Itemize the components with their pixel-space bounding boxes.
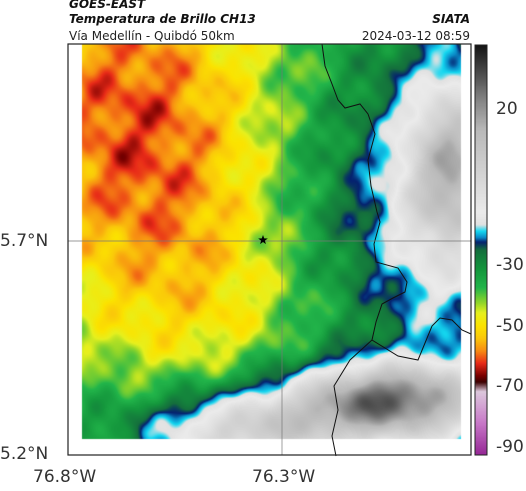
lon-tick-label: 76.8°W	[33, 467, 97, 487]
lat-tick-label: 5.7°N	[0, 231, 49, 251]
colorbar	[475, 45, 487, 455]
colorbar-tick-label: -30	[496, 255, 524, 275]
colorbar-tick-label: 20	[496, 99, 518, 119]
satellite-name: GOES-EAST	[69, 0, 146, 11]
region-subtitle: Vía Medellín - Quibdó 50km	[69, 29, 235, 43]
colorbar-tick-label: -50	[496, 316, 524, 336]
brightness-temperature-map	[68, 44, 471, 455]
timestamp: 2024-03-12 08:59	[361, 29, 470, 43]
product-title: Temperatura de Brillo CH13	[69, 12, 256, 26]
colorbar-tick-label: -70	[496, 376, 524, 396]
colorbar-tick-label: -90	[496, 437, 524, 457]
lat-tick-label: 5.2°N	[0, 444, 49, 464]
network-name: SIATA	[432, 12, 470, 26]
lon-tick-label: 76.3°W	[252, 467, 316, 487]
